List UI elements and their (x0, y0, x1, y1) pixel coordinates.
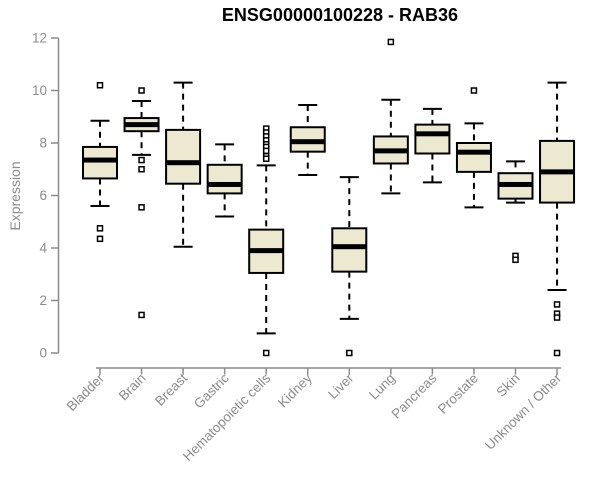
box-liver (331, 227, 368, 273)
y-tick-label: 4 (39, 241, 47, 256)
outlier-point (553, 301, 561, 308)
y-tick-label: 8 (39, 136, 47, 151)
outlier-point (346, 349, 353, 357)
outlier-point (138, 87, 145, 94)
box-breast (165, 128, 202, 185)
outlier-point (553, 314, 561, 321)
outlier-point (262, 349, 270, 357)
median-line (540, 169, 575, 175)
y-tick-label: 2 (39, 293, 47, 308)
box-gastric (206, 163, 243, 195)
x-tick-label: Lung (366, 371, 398, 403)
outlier-point (553, 349, 561, 357)
outlier-point (512, 256, 519, 264)
box-bladder (82, 145, 118, 180)
outlier-point (96, 82, 104, 89)
outlier-point (96, 235, 104, 243)
median-line (124, 122, 159, 128)
chart-title: ENSG00000100228 - RAB36 (221, 5, 459, 25)
box-prostate (455, 142, 492, 173)
y-tick-label: 12 (32, 31, 47, 46)
outlier-point (138, 166, 145, 173)
outlier-point (138, 204, 145, 211)
median-line (166, 160, 201, 166)
outlier-point (96, 225, 104, 232)
median-line (83, 157, 117, 163)
x-tick-label: Pancreas (389, 370, 440, 421)
box-pancreas (414, 123, 451, 155)
y-tick-label: 10 (32, 83, 47, 98)
median-line (207, 181, 242, 187)
outlier-point (138, 311, 145, 319)
x-tick-label: Skin (493, 371, 522, 400)
median-line (290, 139, 325, 145)
x-tick-label: Unknown / Other (482, 370, 565, 453)
y-tick-label: 0 (39, 346, 47, 361)
x-tick-label: Kidney (275, 370, 315, 410)
x-tick-label: Brain (116, 371, 149, 404)
x-tick-label: Liver (325, 370, 357, 402)
median-line (498, 181, 533, 187)
outlier-point (138, 156, 145, 164)
median-line (332, 244, 367, 250)
y-tick-label: 6 (39, 188, 47, 203)
median-line (456, 149, 491, 155)
outlier-point (470, 87, 478, 94)
outlier-point (387, 38, 395, 46)
x-tick-label: Gastric (191, 370, 232, 411)
median-line (373, 148, 408, 154)
x-tick-label: Prostate (435, 371, 481, 417)
median-line (415, 131, 450, 137)
outlier-point (262, 155, 270, 162)
x-tick-label: Breast (152, 370, 190, 408)
median-line (249, 248, 284, 254)
x-tick-label: Bladder (64, 370, 108, 414)
outlier-point (262, 147, 270, 155)
